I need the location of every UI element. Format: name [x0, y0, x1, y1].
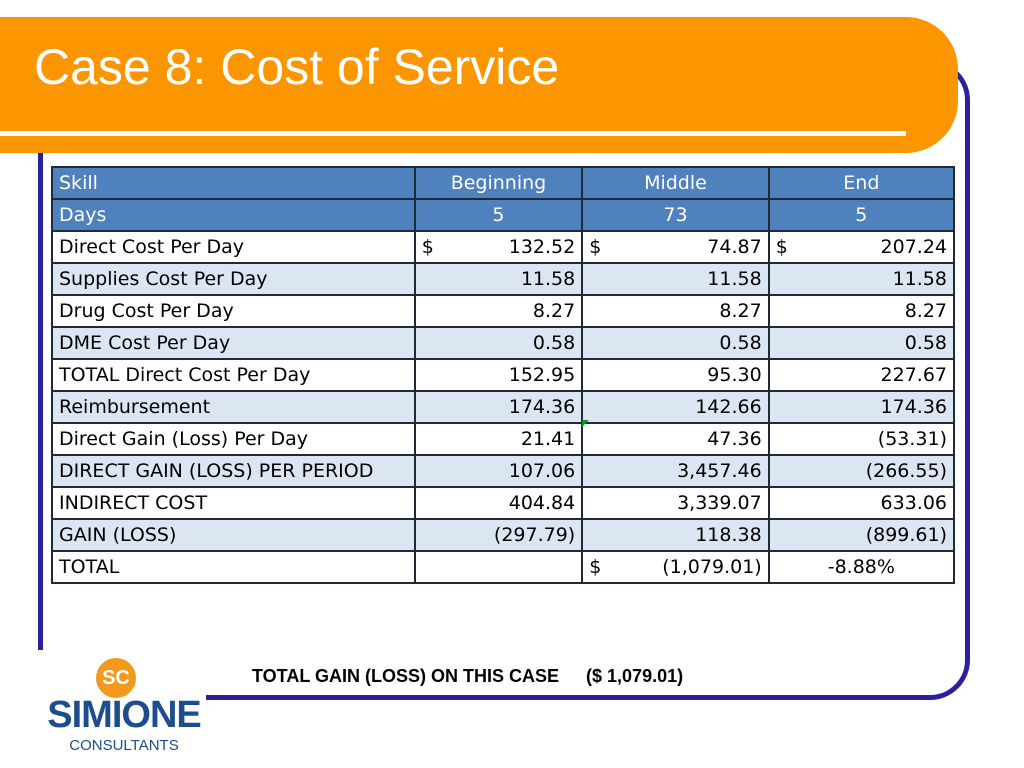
row-label: Direct Gain (Loss) Per Day: [51, 422, 416, 456]
row-beginning-value: 132.52: [508, 236, 576, 258]
row-end: 174.36: [767, 390, 956, 424]
row-beginning: 11.58: [413, 262, 584, 296]
summary-total: TOTAL GAIN (LOSS) ON THIS CASE ($ 1,079.…: [252, 666, 683, 687]
table-row: DME Cost Per Day 0.58 0.58 0.58: [51, 326, 956, 360]
row-label: Supplies Cost Per Day: [51, 262, 416, 296]
table-row: GAIN (LOSS) (297.79) 118.38 (899.61): [51, 518, 956, 552]
logo-mark-icon: SC: [96, 658, 136, 698]
row-beginning: 21.41: [413, 422, 584, 456]
logo-name: SIMIONE: [47, 694, 201, 736]
summary-value: ($ 1,079.01): [586, 666, 684, 686]
currency-symbol: $: [589, 236, 602, 258]
days-middle: 73: [581, 198, 770, 232]
cell-comment-marker-icon: [582, 420, 589, 427]
row-label: TOTAL: [51, 550, 416, 584]
row-middle: 95.30: [581, 358, 770, 392]
row-label: Reimbursement: [51, 390, 416, 424]
logo-subtitle: CONSULTANTS: [69, 737, 179, 754]
header-beginning: Beginning: [413, 166, 584, 200]
row-middle-value: (1,079.01): [662, 556, 762, 578]
currency-symbol: $: [421, 236, 434, 258]
row-end-value: 207.24: [880, 236, 947, 258]
company-logo: SC SIMIONE CONSULTANTS: [44, 658, 204, 758]
row-beginning: 404.84: [413, 486, 584, 520]
row-end: 8.27: [767, 294, 956, 328]
row-label: DME Cost Per Day: [51, 326, 416, 360]
row-end: (899.61): [767, 518, 956, 552]
table-header-row: Skill Beginning Middle End: [51, 166, 956, 200]
row-middle: 8.27: [581, 294, 770, 328]
header-middle: Middle: [581, 166, 770, 200]
table-row: Direct Cost Per Day $ 132.52 $ 74.87 $ 2…: [51, 230, 956, 264]
row-middle: 3,457.46: [581, 454, 770, 488]
row-beginning: (297.79): [413, 518, 584, 552]
row-beginning: [413, 550, 584, 584]
table-row: Reimbursement 174.36 142.66 174.36: [51, 390, 956, 424]
days-beginning: 5: [413, 198, 584, 232]
row-label: DIRECT GAIN (LOSS) PER PERIOD: [51, 454, 416, 488]
table-row: Supplies Cost Per Day 11.58 11.58 11.58: [51, 262, 956, 296]
summary-label: TOTAL GAIN (LOSS) ON THIS CASE: [252, 666, 560, 686]
banner-divider: [0, 131, 906, 136]
row-label: Drug Cost Per Day: [51, 294, 416, 328]
table-row: Direct Gain (Loss) Per Day 21.41 47.36 (…: [51, 422, 956, 456]
table-row: INDIRECT COST 404.84 3,339.07 633.06: [51, 486, 956, 520]
row-end: 0.58: [767, 326, 956, 360]
header-end: End: [767, 166, 956, 200]
table-days-row: Days 5 73 5: [51, 198, 956, 232]
row-label: GAIN (LOSS): [51, 518, 416, 552]
row-end: (53.31): [767, 422, 956, 456]
row-label: INDIRECT COST: [51, 486, 416, 520]
table-row-total: TOTAL $ (1,079.01) -8.88%: [51, 550, 956, 584]
days-end: 5: [767, 198, 956, 232]
row-beginning: 0.58: [413, 326, 584, 360]
table-row: DIRECT GAIN (LOSS) PER PERIOD 107.06 3,4…: [51, 454, 956, 488]
row-middle: 142.66: [581, 390, 770, 424]
row-label: TOTAL Direct Cost Per Day: [51, 358, 416, 392]
row-beginning: 152.95: [413, 358, 584, 392]
row-end: 633.06: [767, 486, 956, 520]
row-beginning: $ 132.52: [413, 230, 584, 264]
row-beginning: 107.06: [413, 454, 584, 488]
row-beginning: 174.36: [413, 390, 584, 424]
row-middle: 11.58: [581, 262, 770, 296]
slide-title: Case 8: Cost of Service: [34, 39, 560, 95]
table-row: TOTAL Direct Cost Per Day 152.95 95.30 2…: [51, 358, 956, 392]
row-beginning: 8.27: [413, 294, 584, 328]
row-end: (266.55): [767, 454, 956, 488]
header-skill: Skill: [51, 166, 416, 200]
row-end: 227.67: [767, 358, 956, 392]
table-row: Drug Cost Per Day 8.27 8.27 8.27: [51, 294, 956, 328]
currency-symbol: $: [589, 556, 602, 578]
row-middle: 0.58: [581, 326, 770, 360]
row-label: Direct Cost Per Day: [51, 230, 416, 264]
row-end: $ 207.24: [767, 230, 956, 264]
row-middle: $ 74.87: [581, 230, 770, 264]
title-banner: [0, 17, 958, 153]
row-end: -8.88%: [767, 550, 956, 584]
cost-table: Skill Beginning Middle End Days 5 73 5 D…: [51, 166, 956, 584]
row-middle: 3,339.07: [581, 486, 770, 520]
row-middle: 47.36: [581, 422, 770, 456]
currency-symbol: $: [775, 236, 788, 258]
row-middle: $ (1,079.01): [581, 550, 770, 584]
days-label: Days: [51, 198, 416, 232]
row-middle: 118.38: [581, 518, 770, 552]
row-end: 11.58: [767, 262, 956, 296]
row-middle-value: 74.87: [707, 236, 762, 258]
